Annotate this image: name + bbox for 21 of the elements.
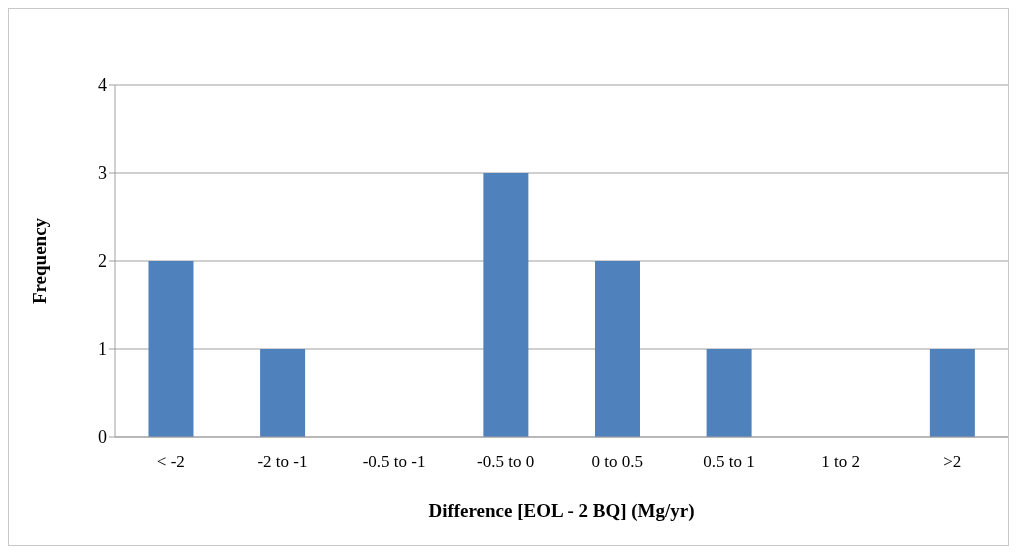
x-tick-label: 1 to 2 bbox=[821, 452, 860, 472]
bar bbox=[148, 261, 194, 437]
x-tick-label: 0 to 0.5 bbox=[591, 452, 644, 472]
y-tick-label: 4 bbox=[98, 75, 107, 96]
x-tick-label: -0.5 to -1 bbox=[362, 452, 426, 472]
x-tick-label: 0.5 to 1 bbox=[703, 452, 755, 472]
y-tick-label: 1 bbox=[98, 339, 107, 360]
bar bbox=[929, 349, 975, 437]
x-tick-label: -0.5 to 0 bbox=[477, 452, 535, 472]
y-axis-title: Frequency bbox=[28, 217, 50, 305]
x-tick-label: -2 to -1 bbox=[257, 452, 308, 472]
bar bbox=[483, 173, 529, 437]
bar bbox=[706, 349, 752, 437]
x-tick-label: < -2 bbox=[156, 452, 185, 472]
y-tick-label: 0 bbox=[98, 427, 107, 448]
y-tick-label: 2 bbox=[98, 251, 107, 272]
x-tick-label: >2 bbox=[943, 452, 962, 472]
bar bbox=[260, 349, 306, 437]
y-tick-label: 3 bbox=[98, 163, 107, 184]
bar bbox=[594, 261, 640, 437]
x-axis-title: Difference [EOL - 2 BQ] (Mg/yr) bbox=[428, 500, 695, 522]
